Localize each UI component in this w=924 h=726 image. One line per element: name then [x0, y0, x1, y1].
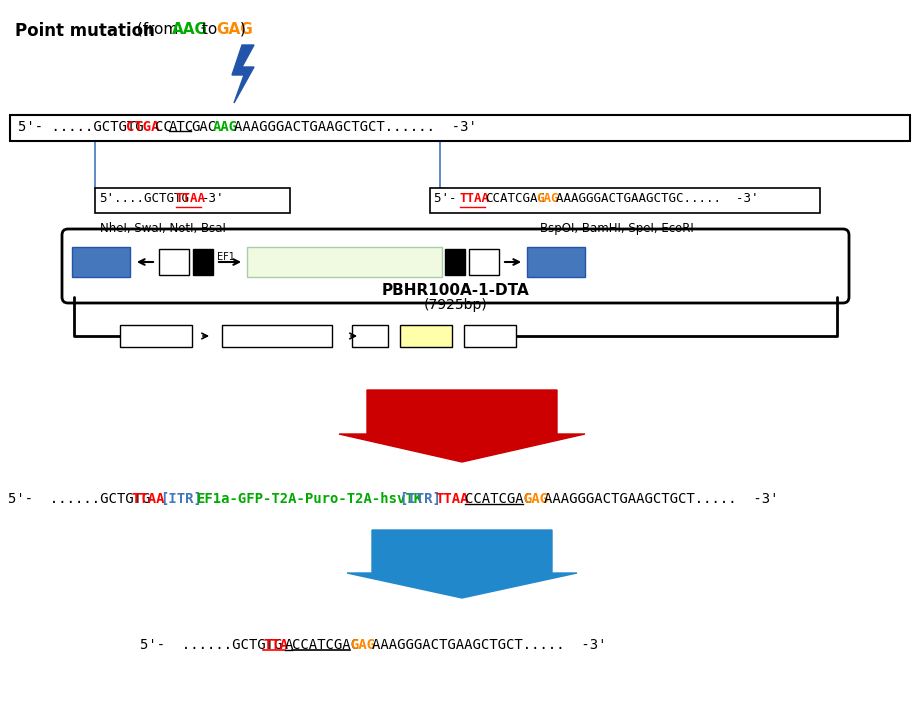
Text: NheI, SwaI, NotI, BsaI: NheI, SwaI, NotI, BsaI [100, 222, 225, 235]
Text: ): ) [240, 22, 246, 37]
Text: MCS2: MCS2 [539, 254, 574, 264]
Text: TTAA: TTAA [131, 492, 164, 506]
Text: Homologous
Recombination: Homologous Recombination [398, 392, 526, 424]
Text: AAG: AAG [213, 120, 237, 134]
FancyBboxPatch shape [400, 325, 452, 347]
Text: PGK: PGK [478, 328, 502, 341]
Text: I: I [453, 255, 457, 265]
Text: CCATCGAC: CCATCGAC [485, 192, 545, 205]
FancyBboxPatch shape [469, 249, 499, 275]
Text: to: to [197, 22, 222, 37]
Text: ITR: ITR [166, 255, 182, 265]
Text: (7925bp): (7925bp) [423, 298, 487, 312]
Text: AmpR: AmpR [139, 328, 174, 341]
Text: 5'- .....GCTGTG: 5'- .....GCTGTG [18, 120, 143, 134]
Text: A: A [285, 638, 294, 652]
Text: 5'-  ......GCTGTG: 5'- ......GCTGTG [140, 638, 283, 652]
FancyBboxPatch shape [352, 325, 388, 347]
Text: GAG: GAG [523, 492, 548, 506]
Text: GFP: GFP [252, 255, 275, 265]
Text: TTAA: TTAA [459, 192, 490, 205]
Text: -2A-: -2A- [275, 255, 296, 265]
FancyBboxPatch shape [445, 249, 465, 275]
Text: GAC: GAC [190, 120, 216, 134]
Text: I: I [201, 255, 205, 265]
Text: pA: pA [362, 328, 378, 341]
Text: Point mutation: Point mutation [15, 22, 155, 40]
Text: [ITR]: [ITR] [399, 492, 442, 506]
Text: AAAGGGACTGAAGCTGCT......  -3': AAAGGGACTGAAGCTGCT...... -3' [234, 120, 477, 134]
FancyBboxPatch shape [464, 325, 516, 347]
Text: 5'-: 5'- [434, 192, 464, 205]
FancyBboxPatch shape [95, 188, 290, 213]
Polygon shape [347, 530, 577, 598]
Text: MCS1: MCS1 [83, 254, 118, 264]
FancyBboxPatch shape [430, 188, 820, 213]
Text: CCATCGAC: CCATCGAC [292, 638, 359, 652]
Text: AAAGGGACTGAAGCTGCT.....  -3': AAAGGGACTGAAGCTGCT..... -3' [372, 638, 606, 652]
Text: [ITR]: [ITR] [160, 492, 202, 506]
FancyBboxPatch shape [10, 115, 910, 141]
Text: ATC: ATC [169, 120, 194, 134]
Text: TTAA: TTAA [436, 492, 469, 506]
Text: EF1a-GFP-T2A-Puro-T2A-hsvTK: EF1a-GFP-T2A-Puro-T2A-hsvTK [197, 492, 422, 506]
Text: Puro: Puro [299, 255, 326, 265]
Text: CCATCGAC: CCATCGAC [465, 492, 531, 506]
FancyBboxPatch shape [247, 247, 442, 277]
Text: ITR: ITR [476, 255, 492, 265]
Polygon shape [339, 390, 585, 462]
Text: AAAGGGACTGAAGCTGCT.....  -3': AAAGGGACTGAAGCTGCT..... -3' [544, 492, 779, 506]
FancyBboxPatch shape [120, 325, 192, 347]
Text: TTAA: TTAA [176, 192, 206, 205]
Text: TTA: TTA [263, 638, 288, 652]
Text: 5'....GCTGTG: 5'....GCTGTG [99, 192, 189, 205]
FancyBboxPatch shape [159, 249, 189, 275]
Text: GAG: GAG [537, 192, 559, 205]
Text: EF1: EF1 [217, 252, 235, 262]
Text: -2A-hTK-pA: -2A-hTK-pA [323, 255, 380, 265]
FancyBboxPatch shape [193, 249, 213, 275]
Text: Transposase
Excision: Transposase Excision [408, 532, 516, 564]
FancyBboxPatch shape [222, 325, 332, 347]
Text: -3': -3' [201, 192, 224, 205]
FancyBboxPatch shape [527, 247, 585, 277]
Text: BspOI, BamHI, SpeI, EcoRI: BspOI, BamHI, SpeI, EcoRI [540, 222, 694, 235]
Text: AAAGGGACTGAAGCTGC.....  -3': AAAGGGACTGAAGCTGC..... -3' [555, 192, 758, 205]
Text: CTGA: CTGA [126, 120, 160, 134]
Text: GAG: GAG [216, 22, 253, 37]
Text: Replication: Replication [244, 328, 310, 341]
FancyBboxPatch shape [62, 229, 849, 303]
Polygon shape [232, 45, 254, 103]
Text: DTA: DTA [414, 328, 438, 341]
Text: PBHR100A-1-DTA: PBHR100A-1-DTA [382, 283, 529, 298]
Text: (from: (from [127, 22, 183, 37]
Text: CC: CC [155, 120, 172, 134]
Text: GAG: GAG [350, 638, 375, 652]
FancyBboxPatch shape [72, 247, 130, 277]
Text: 5'-  ......GCTGTG: 5'- ......GCTGTG [8, 492, 151, 506]
Text: AAG: AAG [172, 22, 208, 37]
